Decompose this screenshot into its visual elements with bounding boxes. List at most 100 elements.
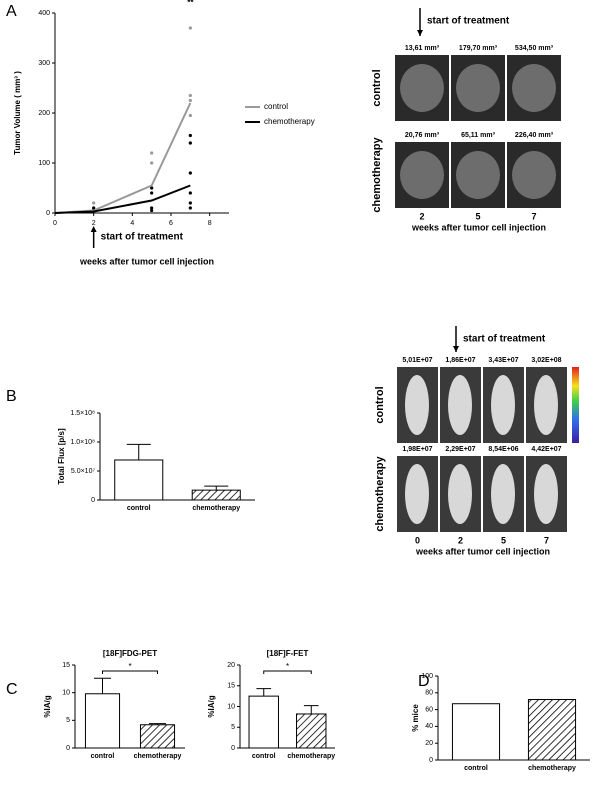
image-value: 226,40 mm³ (515, 132, 554, 139)
x-axis-label: weeks after tumor cell injection (411, 222, 546, 232)
image-detail (491, 375, 515, 435)
significance: * (128, 662, 131, 671)
image-value: 1,98E+07 (402, 446, 432, 453)
data-point (188, 201, 192, 205)
x-axis-label: weeks after tumor cell injection (79, 256, 214, 266)
data-point (188, 113, 192, 118)
image-value: 3,43E+07 (488, 357, 518, 364)
image-detail (512, 151, 556, 199)
image-detail (400, 151, 444, 199)
y-tick-label: 20 (425, 740, 433, 747)
y-tick-label: 300 (38, 60, 50, 67)
error-bar (93, 677, 112, 694)
x-tick-label: control (464, 765, 488, 772)
annotation: start of treatment (101, 232, 184, 243)
y-tick-label: 0 (231, 745, 235, 752)
image-value: 20,76 mm³ (405, 132, 440, 139)
image-detail (405, 375, 429, 435)
image-value: 13,61 mm³ (405, 45, 440, 52)
colorbar (572, 367, 579, 443)
image-detail (448, 464, 472, 524)
series-line (54, 184, 191, 214)
y-tick-label: 100 (421, 673, 433, 680)
y-tick-label: 1.0×10⁸ (70, 439, 95, 446)
x-tick-label: 7 (531, 211, 536, 221)
image-value: 2,29E+07 (445, 446, 475, 453)
panel-header: start of treatment (427, 16, 510, 27)
x-tick-label: 7 (544, 535, 549, 545)
panel-label: A (6, 3, 17, 20)
y-tick-label: 0 (91, 497, 95, 504)
x-tick-label: control (252, 753, 276, 760)
data-point (150, 151, 154, 155)
image-value: 534,50 mm³ (515, 45, 554, 52)
x-tick-label: 5 (501, 535, 506, 545)
y-tick-label: 15 (227, 683, 235, 690)
x-tick-label: control (91, 753, 115, 760)
data-point (188, 206, 192, 210)
y-tick-label: 0 (66, 745, 70, 752)
y-tick-label: 0 (46, 210, 50, 217)
bar (139, 724, 176, 749)
image-detail (405, 464, 429, 524)
y-tick-label: 80 (425, 690, 433, 697)
x-tick-label: 2 (92, 220, 96, 227)
legend-label: control (264, 102, 288, 111)
x-tick-label: chemotherapy (528, 765, 576, 772)
y-tick-label: 10 (227, 703, 235, 710)
data-point (188, 141, 192, 145)
arrow-head (453, 346, 459, 352)
y-tick-label: 0 (429, 757, 433, 764)
error-bar (204, 485, 229, 491)
data-point (188, 171, 192, 175)
x-tick-label: chemotherapy (287, 753, 335, 760)
significance: * (286, 662, 289, 671)
image-detail (491, 464, 515, 524)
significance: ** (187, 0, 194, 7)
panel-label: D (418, 673, 430, 690)
image-value: 8,54E+06 (488, 446, 518, 453)
data-point (188, 93, 192, 98)
x-tick-label: 2 (419, 211, 424, 221)
data-point (188, 133, 192, 138)
data-point (188, 191, 192, 195)
image-detail (456, 151, 500, 199)
image-detail (400, 64, 444, 112)
x-tick-label: 8 (208, 220, 212, 227)
row-label: chemotherapy (371, 137, 383, 213)
data-point (150, 161, 154, 165)
image-detail (534, 464, 558, 524)
y-tick-label: 100 (38, 160, 50, 167)
data-point (150, 206, 154, 210)
image-detail (534, 375, 558, 435)
y-axis-label: Tumor Volume ( mm³ ) (13, 71, 22, 155)
image-value: 5,01E+07 (402, 357, 432, 364)
chart-title: [18F]FDG-PET (103, 649, 157, 658)
x-tick-label: control (127, 505, 151, 512)
image-value: 65,11 mm³ (461, 132, 496, 139)
y-tick-label: 20 (227, 662, 235, 669)
bar (527, 699, 577, 761)
image-detail (512, 64, 556, 112)
panel-label: B (6, 388, 17, 405)
image-detail (448, 375, 472, 435)
x-tick-label: 6 (169, 220, 173, 227)
data-point (92, 206, 96, 210)
data-point (150, 186, 154, 190)
arrow-head (417, 30, 423, 36)
x-tick-label: chemotherapy (134, 753, 182, 760)
bar (84, 693, 121, 749)
y-axis-label: %IA/g (207, 695, 216, 717)
bar (296, 713, 327, 749)
error-bar (256, 688, 272, 697)
y-tick-label: 5 (66, 717, 70, 724)
legend-label: chemotherapy (264, 117, 315, 126)
row-label: control (374, 386, 386, 423)
y-tick-label: 5.0×10⁷ (71, 468, 96, 475)
data-point (150, 191, 154, 195)
significance-bracket (263, 670, 312, 674)
y-tick-label: 60 (425, 706, 433, 713)
significance-bracket (102, 670, 158, 674)
x-tick-label: 5 (475, 211, 480, 221)
